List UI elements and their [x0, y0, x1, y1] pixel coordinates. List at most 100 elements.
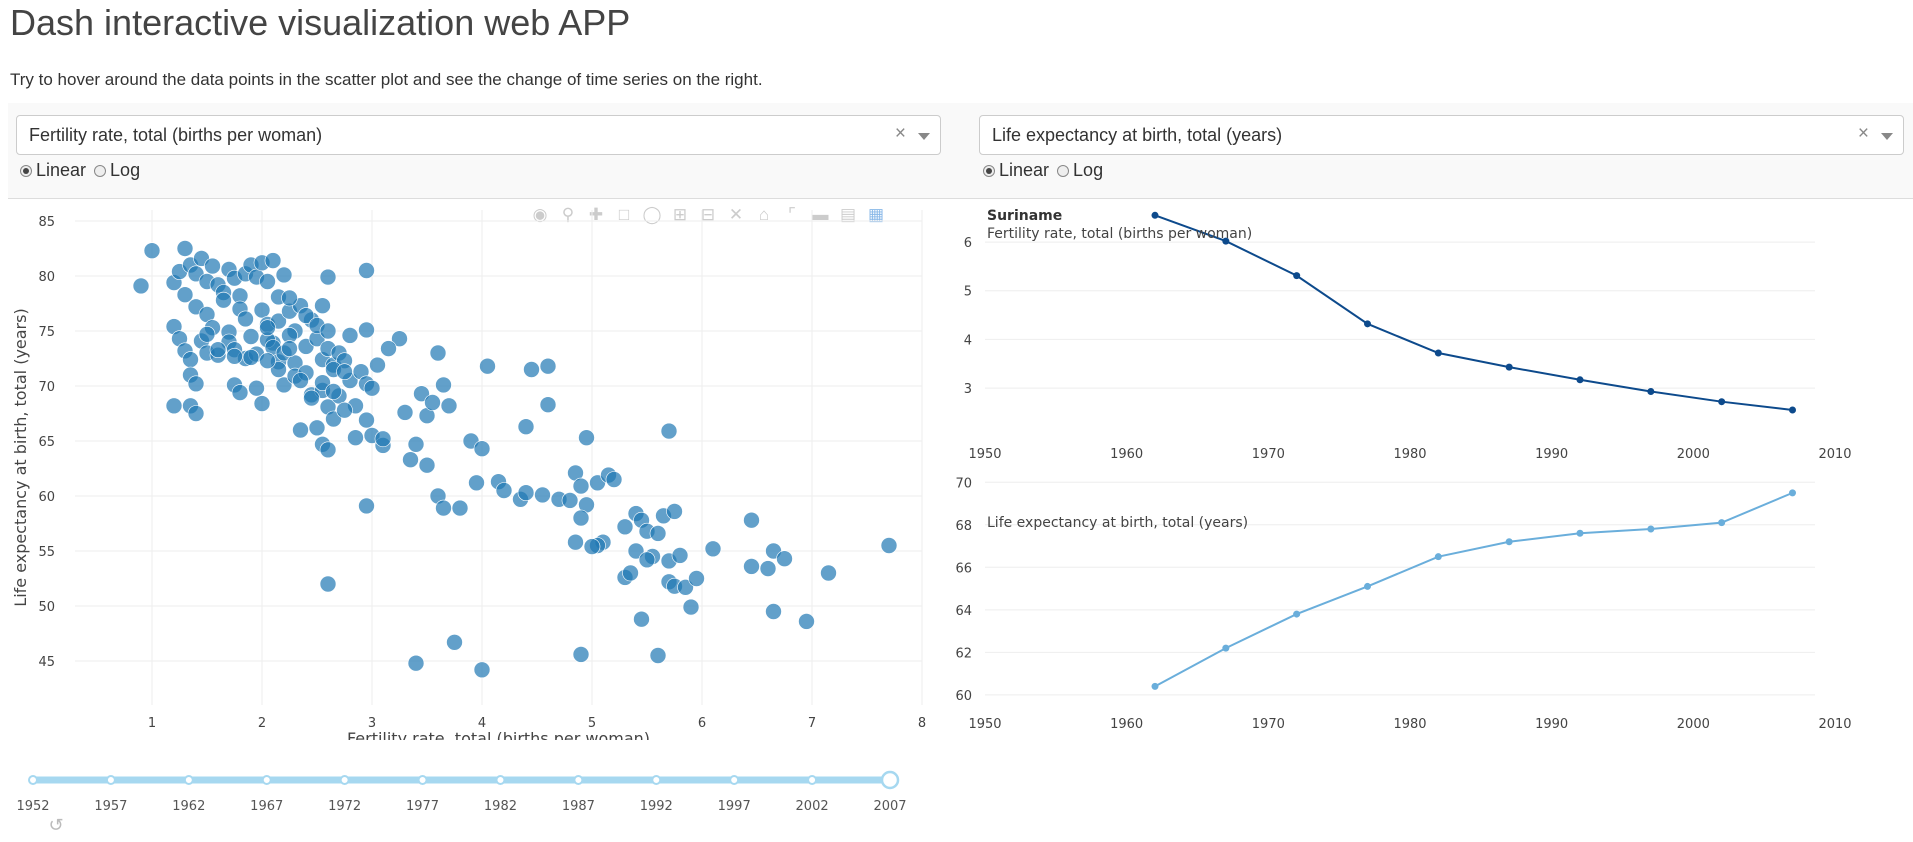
y-tick-label: 66	[955, 561, 972, 576]
autoscale-icon[interactable]: ✕	[728, 205, 744, 224]
x-axis-dropdown[interactable]: Fertility rate, total (births per woman)…	[16, 115, 941, 155]
year-slider[interactable]: 1952 1957 1962 1967 1972 1977 1982 1987 1992 1997…	[0, 755, 930, 842]
radio-selected-icon[interactable]	[983, 164, 995, 177]
series-point	[1647, 525, 1655, 533]
y-tick-label: 80	[38, 270, 55, 285]
series-point	[1576, 376, 1584, 384]
x-tick-label: 1	[148, 716, 156, 731]
hover-closest-icon[interactable]: ▬	[811, 205, 829, 224]
x-tick-label: 1950	[968, 717, 1001, 732]
x-log-radio[interactable]: Log	[94, 160, 140, 181]
lasso-icon[interactable]: ◯	[642, 205, 662, 224]
y-log-radio[interactable]: Log	[1057, 160, 1103, 181]
scatter-point	[231, 384, 249, 401]
slider-mark-dot	[651, 775, 662, 785]
y-tick-label: 55	[38, 545, 55, 560]
scatter-point	[572, 509, 590, 527]
series-point	[1718, 398, 1726, 406]
scatter-point	[292, 372, 309, 389]
scatter-point	[264, 252, 282, 269]
scatter-point	[451, 499, 469, 517]
radio-icon[interactable]	[1057, 164, 1070, 177]
scatter-point	[743, 558, 760, 575]
reset-axes-icon[interactable]: ⌂	[758, 205, 770, 224]
y-linear-radio[interactable]: Linear	[983, 160, 1049, 181]
x-tick-label: 1970	[1252, 447, 1285, 462]
scatter-point	[242, 349, 260, 366]
x-axis-dropdown-value: Fertility rate, total (births per woman)	[29, 125, 323, 145]
scatter-point	[319, 322, 337, 340]
zoom-out-icon[interactable]: ⊟	[700, 205, 716, 224]
scatter-point	[248, 379, 265, 397]
x-tick-label: 4	[478, 716, 486, 731]
slider-mark-label: 1997	[718, 799, 751, 814]
y-tick-label: 45	[38, 655, 55, 670]
y-tick-label: 4	[964, 333, 972, 348]
chevron-down-icon[interactable]	[918, 133, 930, 140]
scatter-point	[358, 411, 375, 429]
y-tick-label: 60	[955, 689, 972, 704]
slider-mark-dot	[28, 775, 38, 785]
y-tick-label: 85	[38, 215, 55, 230]
y-tick-label: 65	[38, 435, 55, 450]
x-log-label: Log	[110, 160, 141, 180]
series-point	[1364, 582, 1371, 590]
scatter-point	[341, 327, 359, 344]
scatter-point	[704, 540, 722, 558]
y-axis-dropdown[interactable]: Life expectancy at birth, total (years) …	[979, 115, 1904, 155]
scatter-point	[435, 499, 452, 517]
scatter-point	[435, 376, 452, 394]
scatter-point	[402, 451, 419, 469]
scatter-point	[358, 497, 375, 515]
zoom-icon[interactable]: ⚲	[561, 205, 575, 224]
y-tick-label: 62	[955, 646, 972, 661]
zoom-in-icon[interactable]: ⊞	[672, 205, 688, 224]
y-tick-label: 70	[955, 476, 972, 491]
x-tick-label: 1980	[1393, 717, 1426, 732]
scatter-point	[259, 273, 276, 290]
scatter-point	[374, 430, 392, 448]
radio-icon[interactable]	[94, 164, 107, 177]
chevron-down-icon[interactable]	[1881, 133, 1893, 140]
y-tick-label: 50	[38, 600, 55, 615]
scatter-point	[215, 291, 232, 309]
scatter-point	[649, 525, 667, 542]
scatter-point	[649, 647, 667, 664]
fertility-time-series[interactable]: 3 4 5 6 1950 1960 1970 1980 1990 2000 2010 Suriname…	[945, 200, 1885, 465]
hover-compare-icon[interactable]: ▤	[839, 205, 857, 224]
scatter-point	[314, 374, 331, 391]
x-tick-label: 2000	[1677, 447, 1710, 462]
scatter-point	[517, 484, 535, 502]
scatter-point	[292, 421, 309, 439]
x-linear-label: Linear	[36, 160, 87, 180]
clear-icon[interactable]: ×	[894, 123, 906, 144]
radio-selected-icon[interactable]	[20, 164, 32, 177]
scatter-point	[440, 397, 458, 415]
scatter-point	[539, 357, 557, 375]
scatter-point	[743, 511, 760, 529]
camera-icon[interactable]: ◉	[532, 205, 548, 224]
page-subtitle: Try to hover around the data points in t…	[10, 70, 763, 89]
y-tick-label: 68	[955, 519, 972, 534]
plotly-logo-icon[interactable]: ▦	[867, 205, 885, 224]
slider-mark-label: 1962	[172, 799, 205, 814]
scatter-point	[677, 578, 694, 596]
scatter-point	[308, 419, 326, 437]
x-linear-radio[interactable]: Linear	[20, 160, 86, 181]
life-expectancy-time-series[interactable]: 60 62 64 66 68 70 1950 1960 1970 1980 1990 2000 2010…	[945, 470, 1885, 735]
slider-mark-dot	[729, 775, 740, 785]
slider-mark-dot	[417, 775, 428, 785]
clear-icon[interactable]: ×	[1857, 123, 1869, 144]
series-point	[1434, 553, 1442, 561]
box-select-icon[interactable]: □	[618, 205, 630, 224]
series-annotation: Life expectancy at birth, total (years)	[987, 515, 1248, 531]
undo-icon: ↺	[48, 815, 63, 836]
scatter-point	[325, 410, 342, 428]
x-tick-label: 1990	[1535, 717, 1568, 732]
scatter-point	[259, 319, 276, 336]
scatter-point	[765, 603, 782, 620]
spike-lines-icon[interactable]: ⌜	[788, 205, 796, 224]
x-tick-label: 2010	[1818, 447, 1851, 462]
y-tick-label: 75	[38, 325, 55, 340]
